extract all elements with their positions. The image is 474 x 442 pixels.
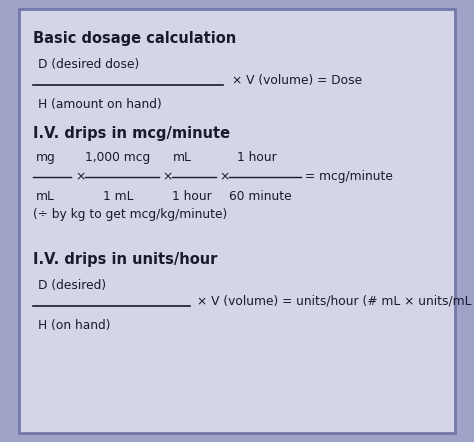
Text: H (amount on hand): H (amount on hand) xyxy=(38,98,162,111)
Text: 1 mL: 1 mL xyxy=(103,190,133,203)
Text: (÷ by kg to get mcg/kg/minute): (÷ by kg to get mcg/kg/minute) xyxy=(33,208,228,221)
Text: D (desired): D (desired) xyxy=(38,279,106,292)
Text: × V (volume) = Dose: × V (volume) = Dose xyxy=(232,73,363,87)
Text: Basic dosage calculation: Basic dosage calculation xyxy=(33,31,237,46)
Text: ×: × xyxy=(219,170,230,183)
Text: mL: mL xyxy=(36,190,55,203)
Text: I.V. drips in mcg/minute: I.V. drips in mcg/minute xyxy=(33,126,230,141)
Text: I.V. drips in units/hour: I.V. drips in units/hour xyxy=(33,252,218,267)
Text: 1 hour: 1 hour xyxy=(172,190,211,203)
Text: × V (volume) = units/hour (# mL × units/mL = dose): × V (volume) = units/hour (# mL × units/… xyxy=(197,294,474,308)
Text: H (on hand): H (on hand) xyxy=(38,319,110,332)
Text: = mcg/minute: = mcg/minute xyxy=(305,170,392,183)
FancyBboxPatch shape xyxy=(19,9,455,433)
Text: mL: mL xyxy=(173,151,192,164)
Text: 1 hour: 1 hour xyxy=(237,151,277,164)
Text: 60 minute: 60 minute xyxy=(229,190,292,203)
Text: ×: × xyxy=(75,170,85,183)
Text: D (desired dose): D (desired dose) xyxy=(38,58,139,71)
Text: 1,000 mcg: 1,000 mcg xyxy=(85,151,151,164)
Text: mg: mg xyxy=(36,151,55,164)
Text: ×: × xyxy=(163,170,173,183)
